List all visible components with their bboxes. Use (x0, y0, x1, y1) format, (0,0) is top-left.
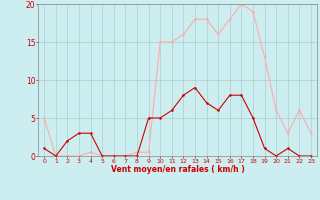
X-axis label: Vent moyen/en rafales ( km/h ): Vent moyen/en rafales ( km/h ) (111, 165, 244, 174)
